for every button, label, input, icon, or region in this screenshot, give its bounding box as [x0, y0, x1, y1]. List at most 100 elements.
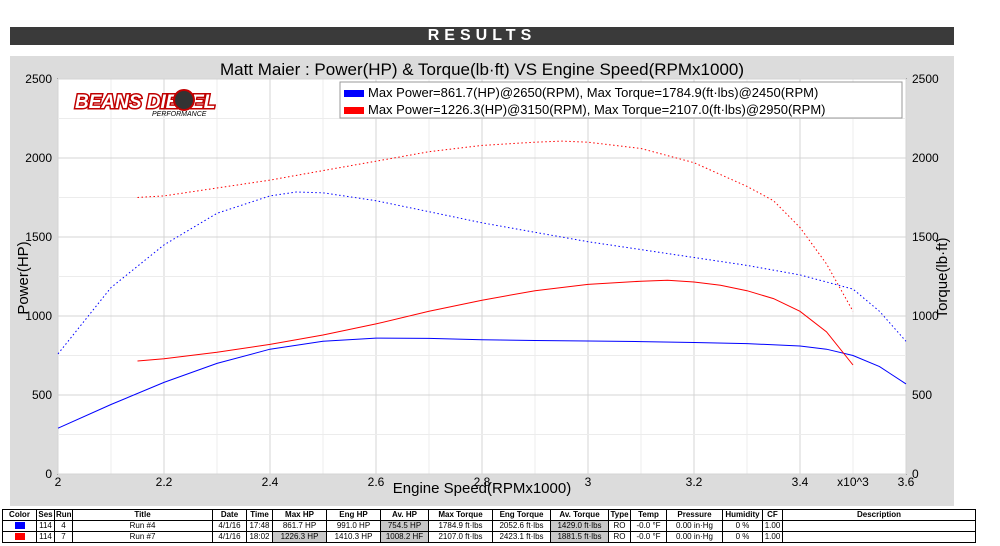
y-tick-label-right: 2500 — [912, 72, 939, 86]
table-cell: 1410.3 HP — [326, 531, 381, 543]
left-axis: 0 500 1000 1500 2000 2500 — [25, 72, 52, 481]
table-cell: -0.0 °F — [630, 531, 667, 543]
series-line-power-0 — [57, 337, 907, 429]
y-tick-label-left: 1000 — [25, 309, 52, 323]
table-cell: 4/1/16 — [212, 531, 247, 543]
x-tick-label: 3 — [585, 475, 592, 489]
table-cell: 754.5 HP — [380, 520, 429, 532]
table-header-row: Color Ses Run Title Date Time Max HP Eng HP Av. … — [2, 509, 976, 521]
table-cell: 4/1/16 — [212, 520, 247, 532]
x-tick-label: 2 — [55, 475, 62, 489]
y-tick-label-left: 1500 — [25, 230, 52, 244]
table-cell: 1429.0 ft·lbs — [550, 520, 609, 532]
table-cell: 17:48 — [246, 520, 273, 532]
table-cell: RO — [608, 520, 631, 532]
x-axis-label: Engine Speed(RPMx1000) — [393, 480, 571, 497]
y-tick-label-right: 1500 — [912, 230, 939, 244]
y-tick-label-right: 500 — [912, 388, 932, 402]
table-cell — [782, 520, 976, 532]
table-cell: 114 — [36, 531, 55, 543]
table-cell: 0 % — [722, 531, 763, 543]
x-tick-label: 2.4 — [262, 475, 279, 489]
y-tick-label-left: 2000 — [25, 151, 52, 165]
column-header: Ses — [36, 509, 55, 521]
x-multiplier: x10^3 — [837, 475, 869, 489]
x-tick-label: 3.4 — [792, 475, 809, 489]
y-tick-label-right: 0 — [912, 467, 919, 481]
column-header: Time — [246, 509, 273, 521]
series-group — [57, 140, 907, 429]
column-header: Date — [212, 509, 247, 521]
column-header: Av. Torque — [550, 509, 609, 521]
table-cell: 2052.6 ft·lbs — [492, 520, 551, 532]
column-header: Pressure — [666, 509, 723, 521]
table-cell: 0.00 in·Hg — [666, 520, 723, 532]
column-header: Humidity — [722, 509, 763, 521]
y-axis-label-left: Power(HP) — [15, 241, 32, 314]
dyno-chart: 0 500 1000 1500 2000 2500 0 500 1000 1500 2000 250… — [10, 56, 954, 506]
x-tick-label: 2.2 — [156, 475, 173, 489]
table-cell: 114 — [36, 520, 55, 532]
column-header: Temp — [630, 509, 667, 521]
y-axis-label-right: Torque(lb·ft) — [934, 238, 951, 319]
y-tick-label-right: 2000 — [912, 151, 939, 165]
results-table: Color Ses Run Title Date Time Max HP Eng HP Av. … — [2, 509, 976, 543]
table-cell: 1226.3 HP — [272, 531, 327, 543]
column-header: Title — [72, 509, 213, 521]
column-header: Av. HP — [380, 509, 429, 521]
legend-swatch-blue — [344, 90, 364, 97]
table-cell: 1008.2 HF — [380, 531, 429, 543]
table-cell: 7 — [54, 531, 73, 543]
table-cell: -0.0 °F — [630, 520, 667, 532]
table-cell: 1784.9 ft·lbs — [428, 520, 493, 532]
column-header: Eng HP — [326, 509, 381, 521]
grid — [57, 78, 907, 475]
series-line-torque-3 — [137, 140, 854, 312]
column-header: Max HP — [272, 509, 327, 521]
y-tick-label-right: 1000 — [912, 309, 939, 323]
color-swatch — [14, 522, 25, 530]
table-cell: Run #4 — [72, 520, 213, 532]
table-cell: 0 % — [722, 520, 763, 532]
legend-entry-red: Max Power=1226.3(HP)@3150(RPM), Max Torq… — [368, 102, 826, 117]
series-line-power-2 — [137, 279, 854, 366]
column-header: Description — [782, 509, 976, 521]
column-header: Max Torque — [428, 509, 493, 521]
results-banner: RESULTS — [10, 27, 954, 45]
y-tick-label-left: 2500 — [25, 72, 52, 86]
table-cell: 2107.0 ft·lbs — [428, 531, 493, 543]
table-cell: 861.7 HP — [272, 520, 327, 532]
table-cell: RO — [608, 531, 631, 543]
y-tick-label-left: 500 — [32, 388, 52, 402]
color-cell — [2, 520, 37, 532]
x-axis: 2 2.2 2.4 2.6 2.8 3 3.2 3.4 3.6 — [55, 475, 915, 489]
table-cell: 1.00 — [762, 520, 783, 532]
column-header: Run — [54, 509, 73, 521]
legend: Max Power=861.7(HP)@2650(RPM), Max Torqu… — [339, 81, 903, 119]
x-tick-label: 2.8 — [474, 475, 491, 489]
right-axis: 0 500 1000 1500 2000 2500 — [912, 72, 939, 481]
x-tick-label: 3.6 — [898, 475, 915, 489]
table-cell — [782, 531, 976, 543]
column-header: Type — [608, 509, 631, 521]
column-header: Eng Torque — [492, 509, 551, 521]
y-tick-label-left: 0 — [45, 467, 52, 481]
color-cell — [2, 531, 37, 543]
table-cell: 2423.1 ft·lbs — [492, 531, 551, 543]
table-cell: 4 — [54, 520, 73, 532]
x-tick-label: 3.2 — [686, 475, 703, 489]
table-row: 114 4 Run #4 4/1/16 17:48 861.7 HP 991.0 HP 754… — [2, 520, 976, 532]
column-header: CF — [762, 509, 783, 521]
legend-swatch-red — [344, 107, 364, 114]
chart-title: Matt Maier : Power(HP) & Torque(lb·ft) V… — [220, 60, 744, 79]
table-cell: 0.00 in·Hg — [666, 531, 723, 543]
legend-entry-blue: Max Power=861.7(HP)@2650(RPM), Max Torqu… — [368, 85, 818, 100]
table-cell: 1.00 — [762, 531, 783, 543]
svg-text:PERFORMANCE: PERFORMANCE — [152, 111, 207, 118]
table-cell: Run #7 — [72, 531, 213, 543]
x-tick-label: 2.6 — [368, 475, 385, 489]
beans-diesel-logo: BEANS DIESEL PERFORMANCE — [74, 89, 217, 118]
column-header: Color — [2, 509, 37, 521]
color-swatch — [14, 533, 25, 541]
table-cell: 1881.5 ft·lbs — [550, 531, 609, 543]
